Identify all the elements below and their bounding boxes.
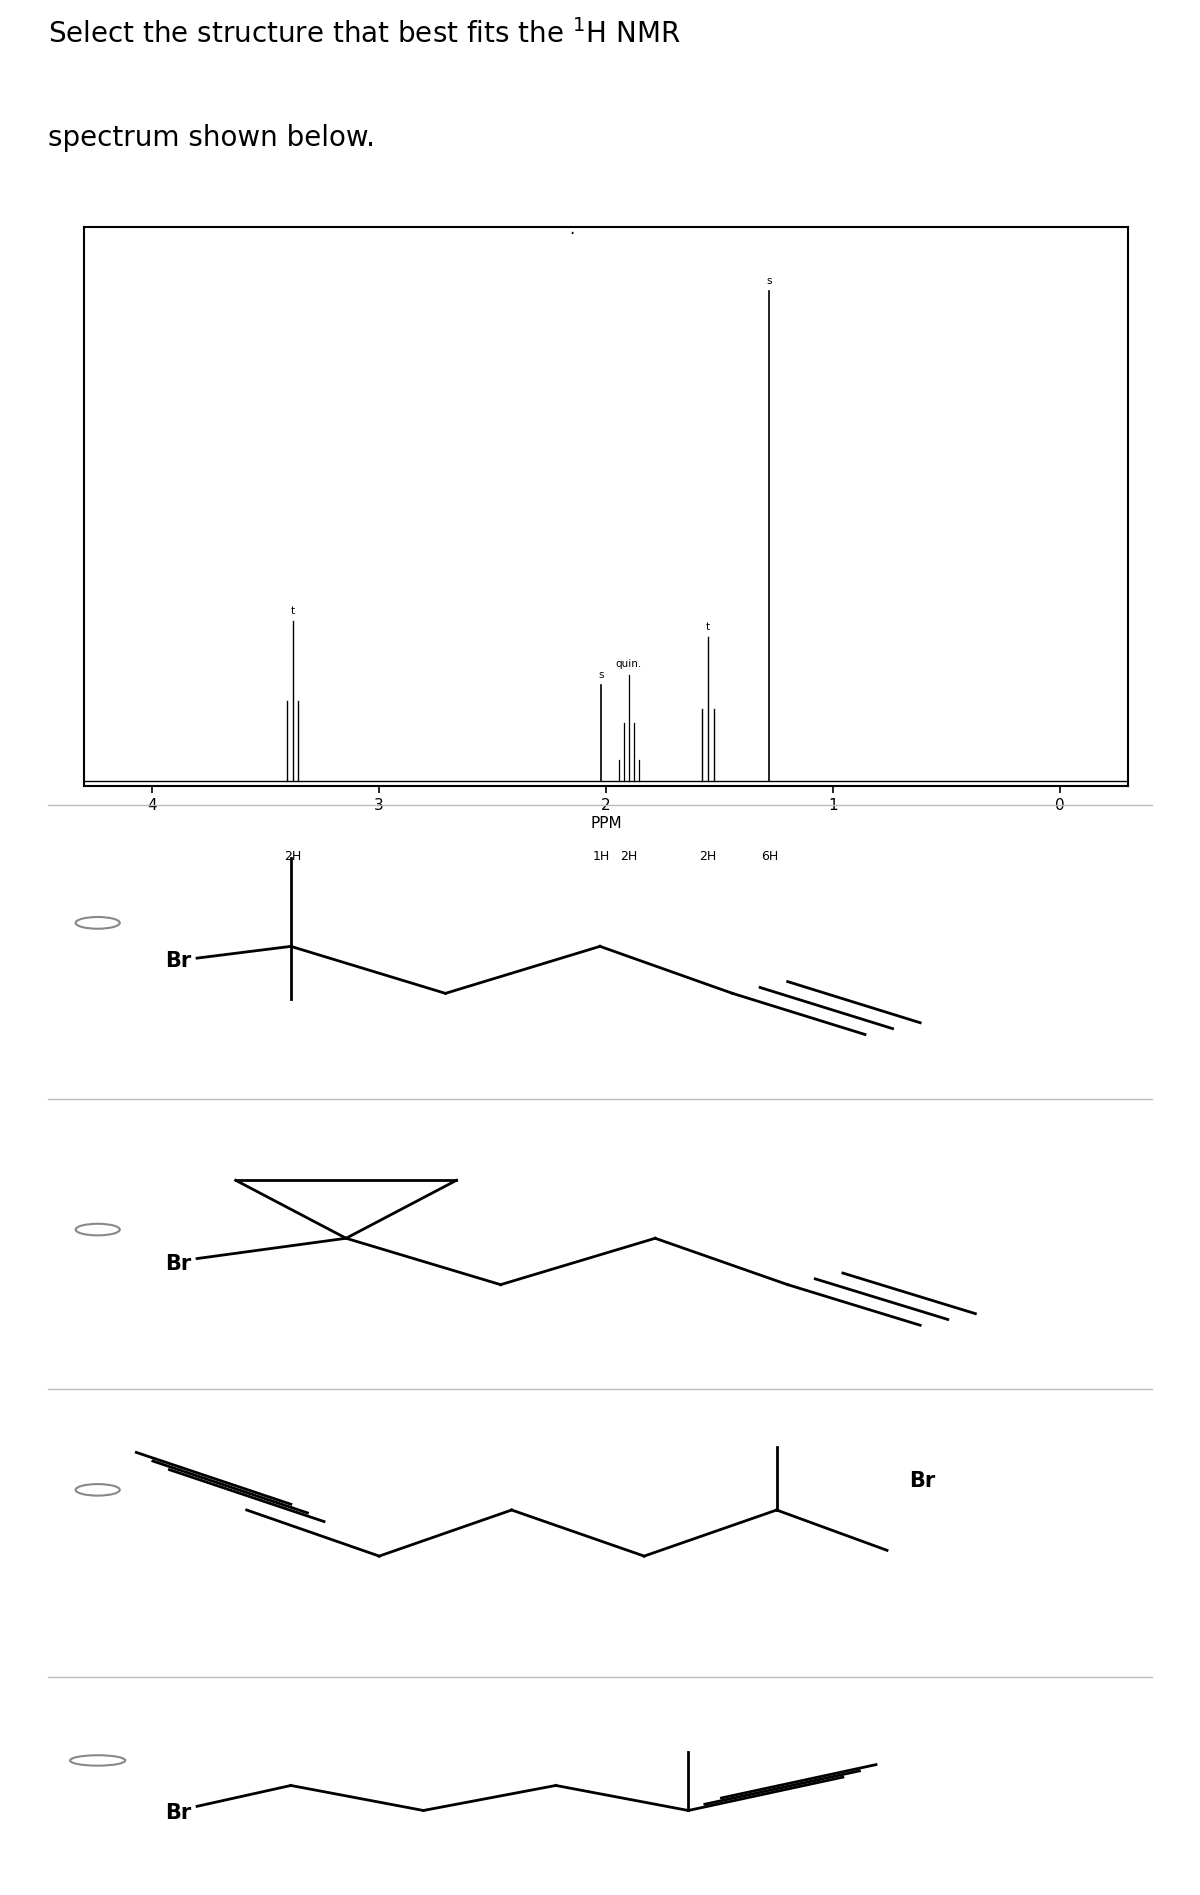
Text: .: . xyxy=(569,220,575,239)
Text: s: s xyxy=(767,277,772,286)
Text: t: t xyxy=(290,606,295,616)
Text: s: s xyxy=(599,671,605,680)
Text: Br: Br xyxy=(910,1471,935,1491)
Text: Select the structure that best fits the $^1$H NMR: Select the structure that best fits the … xyxy=(48,19,680,49)
Text: 6H: 6H xyxy=(761,851,778,864)
Text: quin.: quin. xyxy=(616,659,642,669)
Text: spectrum shown below.: spectrum shown below. xyxy=(48,123,374,152)
X-axis label: PPM: PPM xyxy=(590,817,622,832)
Text: Br: Br xyxy=(166,1802,192,1823)
Text: 1H: 1H xyxy=(593,851,610,864)
Text: 2H: 2H xyxy=(284,851,301,864)
Text: Br: Br xyxy=(166,951,192,970)
Text: t: t xyxy=(706,622,710,633)
Text: 2H: 2H xyxy=(620,851,637,864)
Text: Br: Br xyxy=(166,1254,192,1273)
Text: 2H: 2H xyxy=(700,851,716,864)
